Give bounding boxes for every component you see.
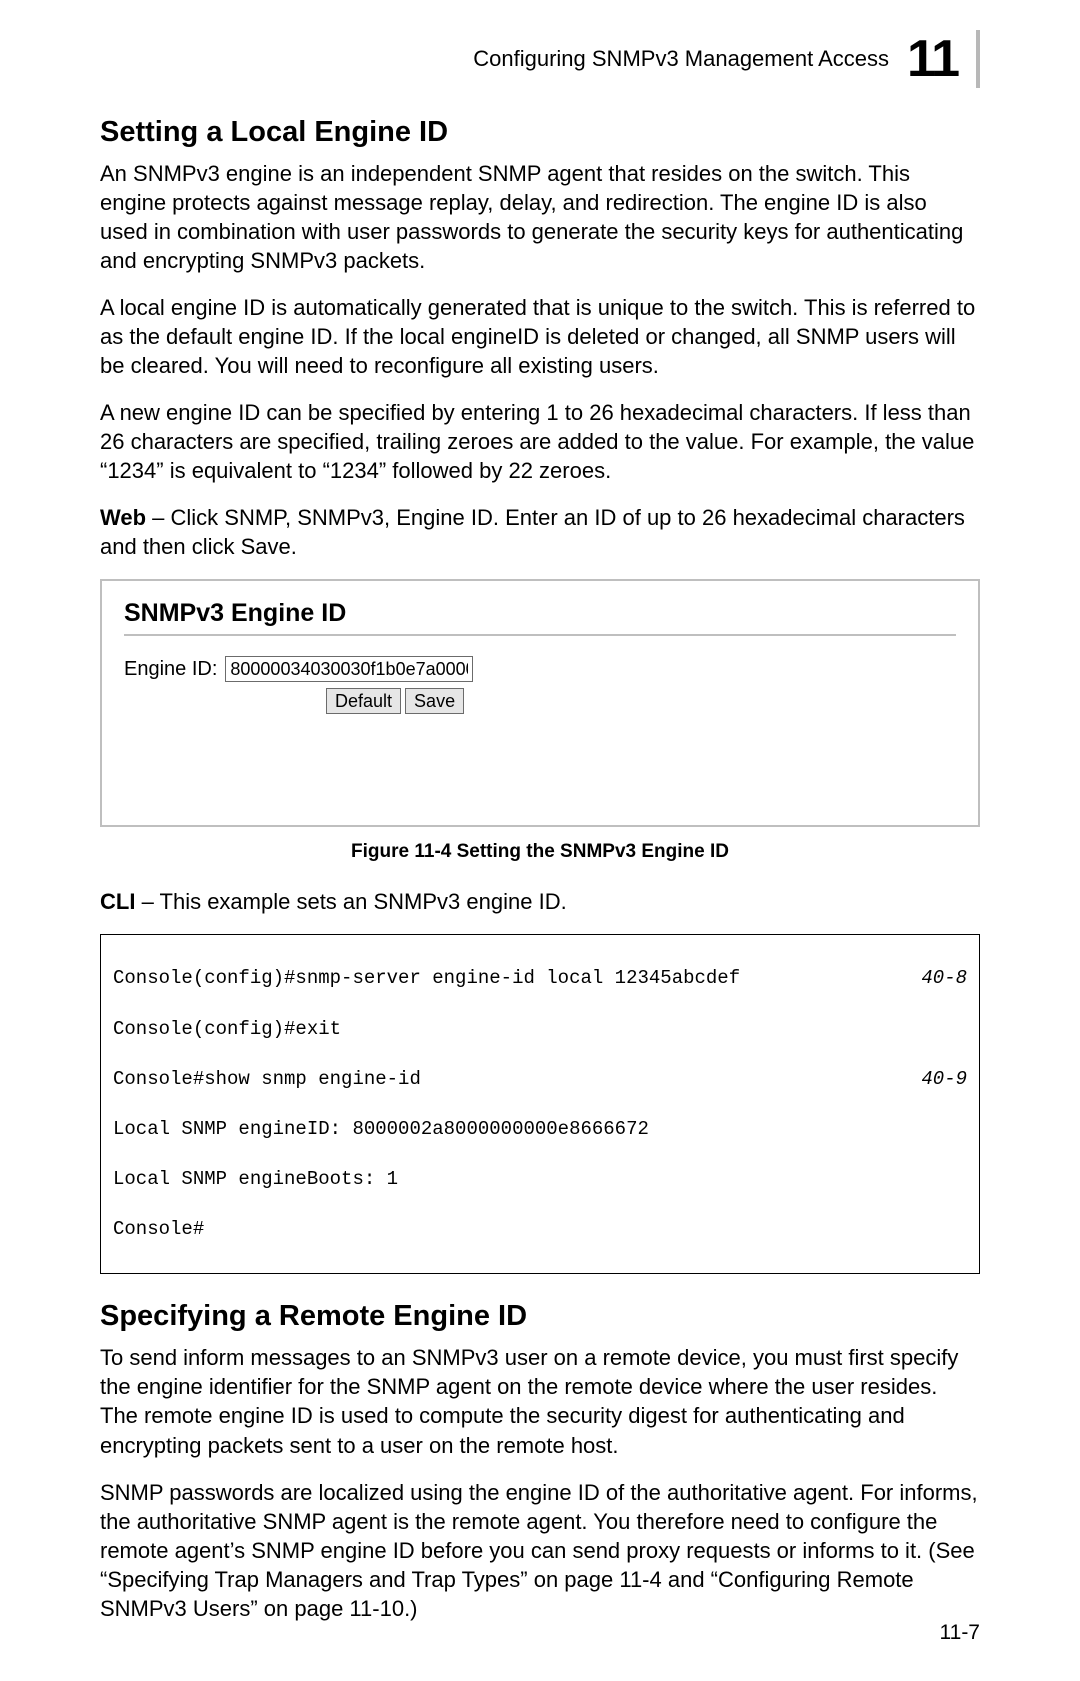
engine-id-input[interactable] <box>225 656 473 682</box>
body-paragraph: A local engine ID is automatically gener… <box>100 293 980 380</box>
engine-id-form: Engine ID: Default Save <box>124 656 956 714</box>
page-number: 11-7 <box>940 1621 980 1645</box>
save-button[interactable]: Save <box>405 688 464 714</box>
cli-cmd: Console(config)#snmp-server engine-id lo… <box>113 966 740 991</box>
cli-ref: 40-8 <box>921 966 967 991</box>
web-text: – Click SNMP, SNMPv3, Engine ID. Enter a… <box>100 505 965 559</box>
section-title-remote-engine: Specifying a Remote Engine ID <box>100 1300 980 1333</box>
body-paragraph: To send inform messages to an SNMPv3 use… <box>100 1343 980 1459</box>
cli-output: Console(config)#snmp-server engine-id lo… <box>100 934 980 1274</box>
body-paragraph: A new engine ID can be specified by ente… <box>100 398 980 485</box>
engine-id-panel: SNMPv3 Engine ID Engine ID: Default Save <box>100 579 980 827</box>
body-paragraph: An SNMPv3 engine is an independent SNMP … <box>100 159 980 275</box>
breadcrumb: Configuring SNMPv3 Management Access <box>473 46 889 72</box>
panel-divider <box>124 634 956 636</box>
section-title-local-engine: Setting a Local Engine ID <box>100 116 980 149</box>
page-header: Configuring SNMPv3 Management Access 11 <box>100 30 980 88</box>
cli-line: Local SNMP engineBoots: 1 <box>113 1167 967 1192</box>
cli-line: Console# <box>113 1217 967 1242</box>
cli-intro-text: – This example sets an SNMPv3 engine ID. <box>135 889 566 914</box>
cli-intro: CLI – This example sets an SNMPv3 engine… <box>100 887 980 916</box>
web-instruction: Web – Click SNMP, SNMPv3, Engine ID. Ent… <box>100 503 980 561</box>
cli-cmd: Console#show snmp engine-id <box>113 1067 421 1092</box>
engine-id-line: Engine ID: <box>124 656 473 682</box>
chapter-number: 11 <box>907 33 958 85</box>
cli-line: Console(config)#exit <box>113 1017 967 1042</box>
figure-caption: Figure 11-4 Setting the SNMPv3 Engine ID <box>100 841 980 863</box>
default-button[interactable]: Default <box>326 688 401 714</box>
cli-ref: 40-9 <box>921 1067 967 1092</box>
cli-label: CLI <box>100 889 135 914</box>
body-paragraph: SNMP passwords are localized using the e… <box>100 1478 980 1623</box>
web-label: Web <box>100 505 146 530</box>
header-divider <box>976 30 980 88</box>
cli-line: Console(config)#snmp-server engine-id lo… <box>113 966 967 991</box>
engine-id-label: Engine ID: <box>124 658 217 681</box>
button-row: Default Save <box>326 688 464 714</box>
panel-title: SNMPv3 Engine ID <box>124 599 956 628</box>
cli-line: Local SNMP engineID: 8000002a8000000000e… <box>113 1117 967 1142</box>
cli-line: Console#show snmp engine-id 40-9 <box>113 1067 967 1092</box>
